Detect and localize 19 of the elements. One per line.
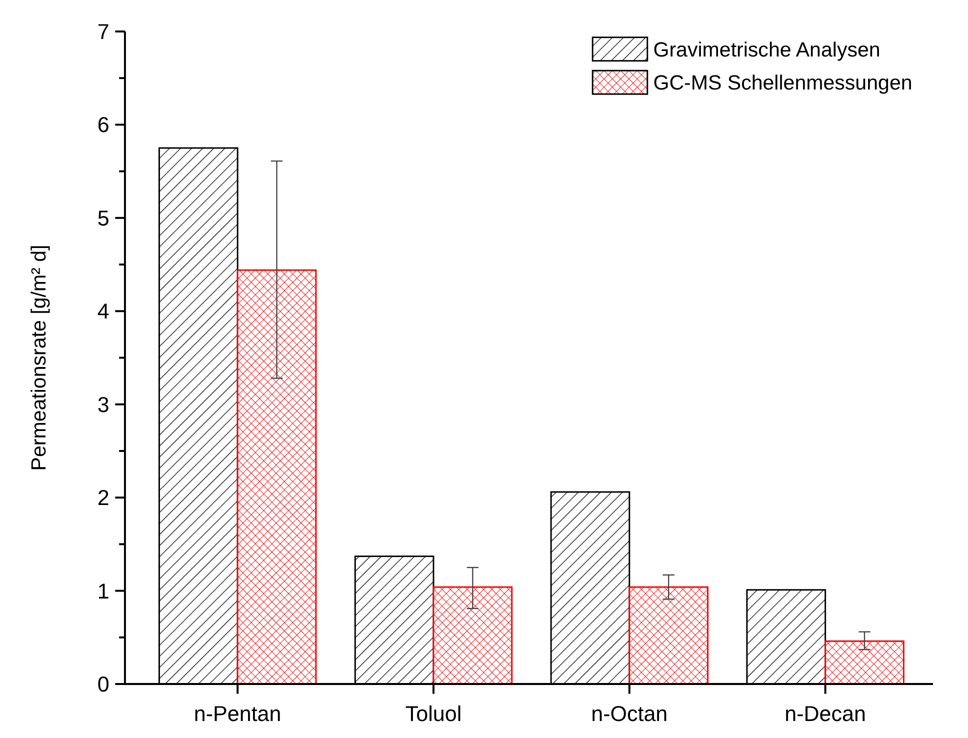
y-axis-title: Permeationsrate [g/m² d] xyxy=(28,244,51,471)
y-tick-label: 7 xyxy=(97,20,110,44)
y-tick-label: 1 xyxy=(97,579,110,604)
bar xyxy=(432,586,513,685)
x-tick-label: Toluol xyxy=(405,702,462,726)
legend-label: GC-MS Schellenmessungen xyxy=(653,72,912,95)
y-tick-label: 4 xyxy=(97,300,110,324)
y-tick-label: 5 xyxy=(97,206,110,230)
legend-label: Gravimetrische Analysen xyxy=(653,38,880,62)
x-tick-label: n-Octan xyxy=(591,702,668,726)
bar xyxy=(628,586,708,685)
x-tick-label: n-Pentan xyxy=(194,702,282,726)
bar xyxy=(236,269,317,685)
y-tick-label: 3 xyxy=(97,392,110,417)
bar xyxy=(824,640,904,685)
y-tick-label: 0 xyxy=(97,672,110,697)
x-tick-label: n-Decan xyxy=(784,702,866,726)
y-tick-label: 6 xyxy=(97,113,110,138)
y-tick-label: 2 xyxy=(97,486,110,510)
